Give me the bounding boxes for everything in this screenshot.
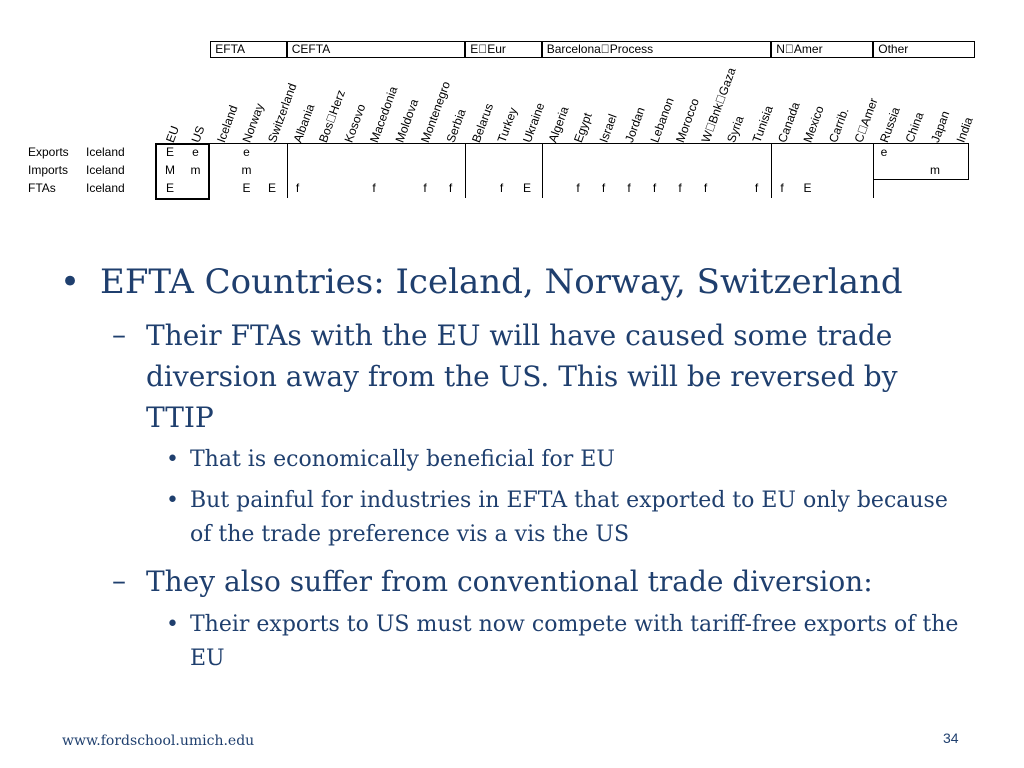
bullet-fta-diversion: Their FTAs with the EU will have caused … xyxy=(146,319,898,434)
table-cell: f xyxy=(372,181,376,195)
column-header: Lebanon xyxy=(647,95,677,145)
group-header: CEFTA xyxy=(286,41,466,58)
table-cell: m xyxy=(190,163,201,177)
bullet-marker: • xyxy=(60,262,81,302)
bullet-marker: • xyxy=(166,488,179,513)
column-header: Ukraine xyxy=(520,100,548,145)
table-cell: e xyxy=(880,145,888,159)
table-cell: E xyxy=(267,181,277,195)
divider xyxy=(873,143,875,198)
column-header: Russia xyxy=(877,105,903,145)
table-cell: f xyxy=(295,181,300,195)
bullet-conventional-diversion: They also suffer from conventional trade… xyxy=(146,565,873,598)
table-cell: f xyxy=(754,181,759,195)
table-cell: e xyxy=(192,145,199,159)
column-header: Kosovo xyxy=(341,102,369,145)
table-cell: f xyxy=(703,181,708,195)
column-header: Syria xyxy=(724,113,747,145)
table-cell: f xyxy=(678,181,682,195)
table-cell: E xyxy=(165,181,175,195)
column-header: Albania xyxy=(290,102,318,145)
page-number: 34 xyxy=(943,730,959,746)
column-header: Norway xyxy=(239,101,267,145)
divider xyxy=(286,143,288,198)
divider xyxy=(541,143,543,198)
table-cell: f xyxy=(601,181,606,195)
column-header: Turkey xyxy=(494,105,521,145)
table-cell: E xyxy=(242,181,251,195)
divider xyxy=(208,143,211,200)
group-header: Barcelona Process xyxy=(541,41,772,58)
column-header: Canada xyxy=(775,100,803,145)
column-header: Serbia xyxy=(443,107,469,145)
column-header: India xyxy=(953,115,976,145)
row-label: Imports xyxy=(28,163,69,177)
bullet-marker: • xyxy=(166,612,179,637)
divider xyxy=(155,143,211,145)
group-header: EFTA xyxy=(210,41,287,58)
group-header: Other xyxy=(873,41,976,58)
bullet-efta-countries: EFTA Countries: Iceland, Norway, Switzer… xyxy=(100,262,903,302)
divider xyxy=(155,143,158,200)
row-country: Iceland xyxy=(86,145,125,159)
divider xyxy=(465,143,467,198)
row-country: Iceland xyxy=(86,181,125,195)
column-header: Algeria xyxy=(545,104,572,145)
table-cell: m xyxy=(930,163,940,177)
footer-url: www.fordschool.umich.edu xyxy=(62,733,255,749)
column-header: Japan xyxy=(928,108,953,145)
bullet-economically-beneficial: That is economically beneficial for EU xyxy=(190,447,615,472)
bullet-marker: • xyxy=(166,447,179,472)
table-cell: f xyxy=(423,181,427,195)
column-header: Tunisia xyxy=(749,103,776,145)
column-header: C Amer xyxy=(851,96,881,145)
table-cell: m xyxy=(241,163,252,177)
column-header: Iceland xyxy=(214,103,241,145)
column-header: Jordan xyxy=(622,105,648,145)
row-label: FTAs xyxy=(28,181,56,195)
row-label: Exports xyxy=(28,145,69,159)
table-cell: E xyxy=(165,145,175,159)
table-cell: f xyxy=(448,181,453,195)
table-cell: E xyxy=(522,181,532,195)
divider xyxy=(155,198,211,200)
table-cell: f xyxy=(576,181,580,195)
column-header: Belarus xyxy=(469,101,497,145)
table-cell: E xyxy=(803,181,812,195)
column-header: Carrib. xyxy=(826,105,852,145)
divider xyxy=(771,143,773,198)
column-header: US xyxy=(188,123,208,145)
column-header: Mexico xyxy=(800,103,827,145)
table-cell: f xyxy=(499,181,504,195)
row-country: Iceland xyxy=(86,163,125,177)
divider xyxy=(968,143,969,180)
column-header: Morocco xyxy=(673,96,702,145)
table-cell: M xyxy=(165,163,175,177)
table-cell: f xyxy=(780,181,784,195)
divider xyxy=(210,143,968,144)
column-header: Moldova xyxy=(392,97,422,145)
table-cell: e xyxy=(243,145,250,159)
bullet-exports-compete: Their exports to US must now compete wit… xyxy=(190,612,959,671)
dash-marker: – xyxy=(112,564,126,597)
divider xyxy=(873,179,968,180)
group-header: E Eur xyxy=(465,41,542,58)
table-cell: f xyxy=(627,181,631,195)
column-header: Israel xyxy=(596,112,620,145)
column-header: China xyxy=(902,110,927,145)
column-header: Egypt xyxy=(571,110,595,145)
dash-marker: – xyxy=(112,318,126,351)
table-cell: f xyxy=(652,181,657,195)
bullet-painful-industries: But painful for industries in EFTA that … xyxy=(190,488,948,547)
group-header: N Amer xyxy=(771,41,874,58)
column-header: EU xyxy=(163,123,182,145)
